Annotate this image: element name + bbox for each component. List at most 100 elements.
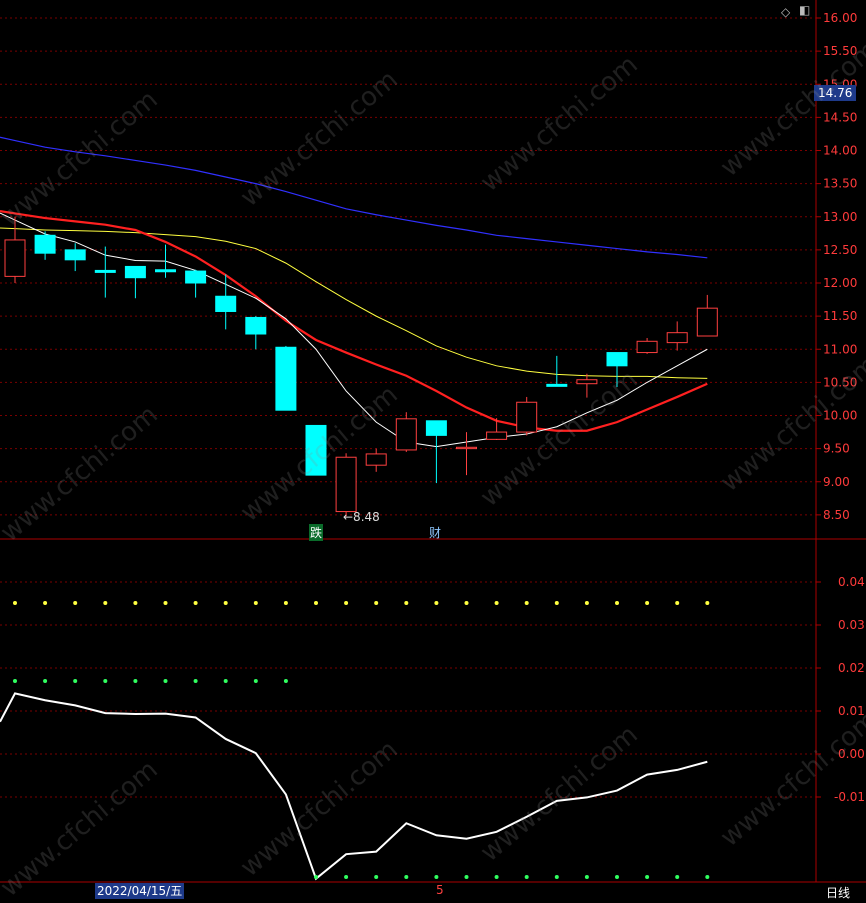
- price-tick-label: 10.00: [823, 409, 857, 423]
- price-tick-label: 9.00: [823, 475, 850, 489]
- yellow-signal-dot: [163, 601, 168, 605]
- candle-body: [124, 265, 146, 279]
- indicator-tick-label: 0.02: [838, 661, 865, 675]
- indicator-tick-label: -0.01: [834, 790, 865, 804]
- green-signal-dot: [344, 875, 349, 879]
- diamond-icon[interactable]: ◇: [781, 5, 791, 19]
- indicator-tick-label: 0.01: [838, 704, 865, 718]
- price-tick-label: 14.00: [823, 144, 857, 158]
- candle-body: [696, 307, 718, 337]
- candle-body: [425, 420, 447, 436]
- green-signal-dot: [43, 679, 48, 683]
- yellow-signal-dot: [554, 601, 559, 605]
- green-signal-dot: [645, 875, 650, 879]
- candle-body: [245, 316, 267, 335]
- yellow-signal-dot: [283, 601, 288, 605]
- green-signal-dot: [283, 679, 288, 683]
- green-signal-dot: [524, 875, 529, 879]
- yellow-signal-dot: [434, 601, 439, 605]
- candle-body: [34, 234, 56, 254]
- green-signal-dot: [223, 679, 228, 683]
- yellow-signal-dot: [645, 601, 650, 605]
- candle-body: [64, 249, 86, 261]
- green-signal-dot: [253, 679, 258, 683]
- green-signal-dot: [314, 875, 318, 879]
- indicator-tick-label: 0.03: [838, 618, 865, 632]
- yellow-signal-dot: [374, 601, 379, 605]
- candle-body: [395, 418, 417, 451]
- candle-body: [576, 379, 598, 385]
- green-signal-dot: [374, 875, 379, 879]
- green-signal-dot: [615, 875, 619, 879]
- candle-body: [546, 383, 568, 387]
- candle-body: [215, 295, 237, 312]
- ma60-line: [0, 136, 708, 259]
- price-tick-label: 13.00: [823, 210, 857, 224]
- yellow-signal-dot: [404, 601, 409, 605]
- period-label[interactable]: 日线: [826, 886, 851, 900]
- yellow-signal-dot: [615, 601, 619, 605]
- yellow-signal-dot: [314, 601, 318, 605]
- candle-body: [456, 446, 477, 450]
- green-signal-dot: [434, 875, 439, 879]
- yellow-signal-dot: [584, 601, 589, 605]
- signal-label-finance: 财: [429, 526, 442, 540]
- green-signal-dot: [193, 679, 198, 683]
- yellow-signal-dot: [705, 601, 710, 605]
- price-tick-label: 9.50: [823, 442, 850, 456]
- green-signal-dot: [464, 875, 469, 879]
- indicator-tick-label: 0.00: [838, 747, 865, 761]
- yellow-signal-dot: [464, 601, 469, 605]
- green-signal-dot: [554, 875, 559, 879]
- candle-body: [666, 332, 688, 344]
- price-tick-label: 13.50: [823, 177, 857, 191]
- green-signal-dot: [404, 875, 409, 879]
- candle-body: [335, 456, 357, 513]
- yellow-signal-dot: [344, 601, 349, 605]
- green-signal-dot: [73, 679, 78, 683]
- yellow-signal-dot: [193, 601, 198, 605]
- candle-body: [486, 431, 508, 440]
- current-price-tag: 14.76: [814, 85, 857, 101]
- low-price-marker: ←8.48: [343, 510, 380, 524]
- green-signal-dot: [675, 875, 680, 879]
- price-tick-label: 11.50: [823, 309, 857, 323]
- price-tick-label: 16.00: [823, 11, 857, 25]
- indicator-tick-label: 0.04: [838, 575, 865, 589]
- candle-body: [155, 269, 176, 273]
- green-signal-dot: [13, 679, 17, 683]
- cursor-date: 2022/04/15/五: [95, 883, 185, 899]
- cursor-tick: 5: [436, 883, 444, 897]
- yellow-signal-dot: [73, 601, 78, 605]
- candle-body: [185, 270, 207, 284]
- candle-body: [516, 401, 538, 433]
- yellow-signal-dot: [524, 601, 529, 605]
- ma20-line: [0, 210, 708, 432]
- yellow-signal-dot: [133, 601, 138, 605]
- window-toggle-icon[interactable]: ◧: [799, 3, 811, 17]
- green-signal-dot: [103, 679, 108, 683]
- price-tick-label: 14.50: [823, 110, 857, 124]
- candle-body: [305, 424, 327, 476]
- yellow-signal-dot: [43, 601, 48, 605]
- candle-body: [365, 453, 387, 466]
- price-tick-label: 12.50: [823, 243, 857, 257]
- price-tick-label: 11.00: [823, 342, 857, 356]
- price-tick-label: 10.50: [823, 375, 857, 389]
- price-tick-label: 15.50: [823, 44, 857, 58]
- price-tick-label: 8.50: [823, 508, 850, 522]
- green-signal-dot: [584, 875, 589, 879]
- candle-body: [4, 239, 26, 277]
- candle-body: [606, 352, 628, 367]
- yellow-signal-dot: [675, 601, 680, 605]
- indicator-line: [0, 692, 708, 881]
- price-tick-label: 12.00: [823, 276, 857, 290]
- yellow-signal-dot: [223, 601, 228, 605]
- green-signal-dot: [163, 679, 168, 683]
- green-signal-dot: [133, 679, 138, 683]
- candle-body: [636, 340, 658, 354]
- signal-label-fall: 跌: [309, 524, 324, 541]
- ma5-line: [0, 212, 708, 448]
- green-signal-dot: [705, 875, 710, 879]
